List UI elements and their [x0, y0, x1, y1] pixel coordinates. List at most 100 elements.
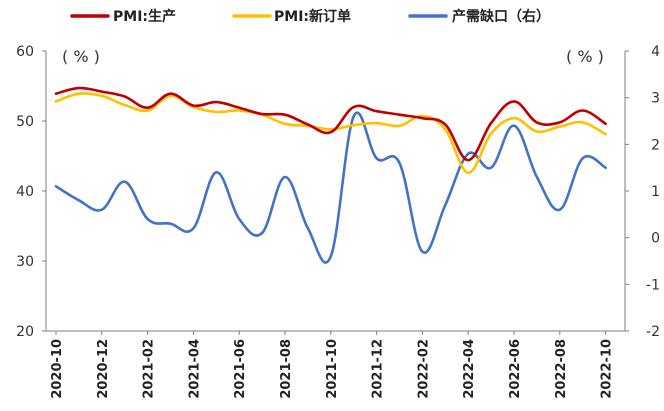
data-point-production[interactable] [53, 91, 59, 97]
data-point-gap[interactable] [488, 165, 494, 171]
left-tick-label: 60 [16, 44, 34, 60]
data-point-production[interactable] [442, 122, 448, 128]
left-tick-label: 30 [16, 254, 34, 270]
right-tick-label: 4 [651, 44, 660, 60]
data-point-production[interactable] [557, 119, 563, 125]
series-line-production [54, 86, 607, 162]
data-point-production[interactable] [76, 85, 82, 91]
data-point-gap[interactable] [603, 165, 609, 171]
left-axis-unit: ( % ) [62, 47, 100, 66]
data-point-gap[interactable] [465, 151, 471, 157]
x-tick-label: 2021-02 [142, 339, 157, 399]
data-point-gap[interactable] [168, 221, 174, 227]
left-tick-label: 40 [16, 184, 34, 200]
x-tick-label: 2021-08 [279, 339, 294, 399]
data-point-production[interactable] [213, 99, 219, 105]
data-point-gap[interactable] [99, 207, 105, 213]
data-point-new-orders[interactable] [580, 119, 586, 125]
data-point-gap[interactable] [213, 169, 219, 175]
data-point-gap[interactable] [580, 155, 586, 161]
data-point-new-orders[interactable] [534, 129, 540, 135]
x-tick-label: 2022-06 [508, 339, 523, 399]
x-tick-label: 2021-10 [325, 339, 340, 399]
data-point-gap[interactable] [328, 253, 334, 259]
data-point-new-orders[interactable] [603, 131, 609, 137]
data-point-gap[interactable] [259, 230, 265, 236]
left-tick-label: 20 [16, 324, 34, 340]
x-tick-label: 2022-10 [600, 339, 615, 399]
data-point-new-orders[interactable] [282, 121, 288, 127]
series-line-gap [54, 111, 607, 264]
legend-label-production: PMI:生产 [113, 8, 176, 25]
data-point-production[interactable] [168, 91, 174, 97]
data-point-production[interactable] [603, 121, 609, 127]
data-point-production[interactable] [511, 98, 517, 104]
data-point-gap[interactable] [351, 113, 357, 119]
data-point-production[interactable] [351, 104, 357, 110]
data-point-gap[interactable] [190, 225, 196, 231]
data-point-production[interactable] [99, 89, 105, 95]
data-point-gap[interactable] [53, 183, 59, 189]
data-point-production[interactable] [374, 108, 380, 114]
data-point-new-orders[interactable] [351, 122, 357, 128]
legend-item-new-orders[interactable]: PMI:新订单 [232, 8, 351, 25]
data-point-gap[interactable] [236, 216, 242, 222]
data-point-production[interactable] [397, 112, 403, 118]
series-line-new-orders [54, 92, 607, 175]
data-point-gap[interactable] [145, 216, 151, 222]
data-point-production[interactable] [190, 103, 196, 109]
data-point-gap[interactable] [419, 249, 425, 255]
data-point-production[interactable] [419, 115, 425, 121]
x-tick-label: 2021-12 [371, 339, 386, 399]
data-point-gap[interactable] [122, 179, 128, 185]
legend-label-new-orders: PMI:新订单 [274, 8, 351, 25]
data-point-gap[interactable] [442, 202, 448, 208]
x-tick-label: 2022-02 [416, 339, 431, 399]
data-point-new-orders[interactable] [511, 115, 517, 121]
data-point-gap[interactable] [76, 197, 82, 203]
data-point-production[interactable] [488, 120, 494, 126]
data-point-new-orders[interactable] [53, 98, 59, 104]
data-point-new-orders[interactable] [465, 170, 471, 176]
data-point-gap[interactable] [557, 207, 563, 213]
data-point-production[interactable] [259, 111, 265, 117]
series-layer [53, 85, 609, 264]
data-point-gap[interactable] [282, 174, 288, 180]
data-point-new-orders[interactable] [397, 123, 403, 129]
x-tick-label: 2020-10 [50, 339, 65, 399]
data-point-new-orders[interactable] [76, 91, 82, 97]
data-point-gap[interactable] [511, 123, 517, 129]
data-point-gap[interactable] [305, 225, 311, 231]
data-point-production[interactable] [580, 108, 586, 114]
data-point-production[interactable] [282, 112, 288, 118]
data-point-gap[interactable] [534, 174, 540, 180]
x-tick-label: 2022-04 [462, 339, 477, 399]
legend-item-production[interactable]: PMI:生产 [70, 8, 176, 25]
right-tick-label: 3 [651, 91, 660, 107]
right-tick-label: 0 [651, 231, 660, 247]
data-point-production[interactable] [465, 157, 471, 163]
x-tick-label: 2021-04 [187, 339, 202, 399]
legend: PMI:生产 PMI:新订单 产需缺口（右） [70, 8, 550, 25]
data-point-production[interactable] [328, 129, 334, 135]
data-point-new-orders[interactable] [374, 120, 380, 126]
data-point-gap[interactable] [397, 160, 403, 166]
right-axis-unit: ( % ) [566, 47, 604, 66]
data-point-production[interactable] [305, 122, 311, 128]
data-point-production[interactable] [122, 94, 128, 100]
x-tick-label: 2021-06 [233, 339, 248, 399]
data-point-production[interactable] [145, 105, 151, 111]
data-point-new-orders[interactable] [122, 102, 128, 108]
right-tick-label: 1 [651, 184, 660, 200]
left-tick-label: 50 [16, 114, 34, 130]
data-point-production[interactable] [236, 105, 242, 111]
right-tick-label: 2 [651, 137, 660, 153]
data-point-new-orders[interactable] [488, 131, 494, 137]
data-point-new-orders[interactable] [213, 109, 219, 115]
data-point-production[interactable] [534, 119, 540, 125]
axis-layer: 20 30 40 50 60 -2 -1 0 1 2 3 4 2020-10 2020-12 2021-02… [16, 44, 660, 399]
legend-label-gap: 产需缺口（右） [452, 8, 550, 25]
right-tick-label: -2 [646, 324, 660, 340]
legend-item-gap[interactable]: 产需缺口（右） [408, 8, 550, 25]
data-point-gap[interactable] [374, 155, 380, 161]
